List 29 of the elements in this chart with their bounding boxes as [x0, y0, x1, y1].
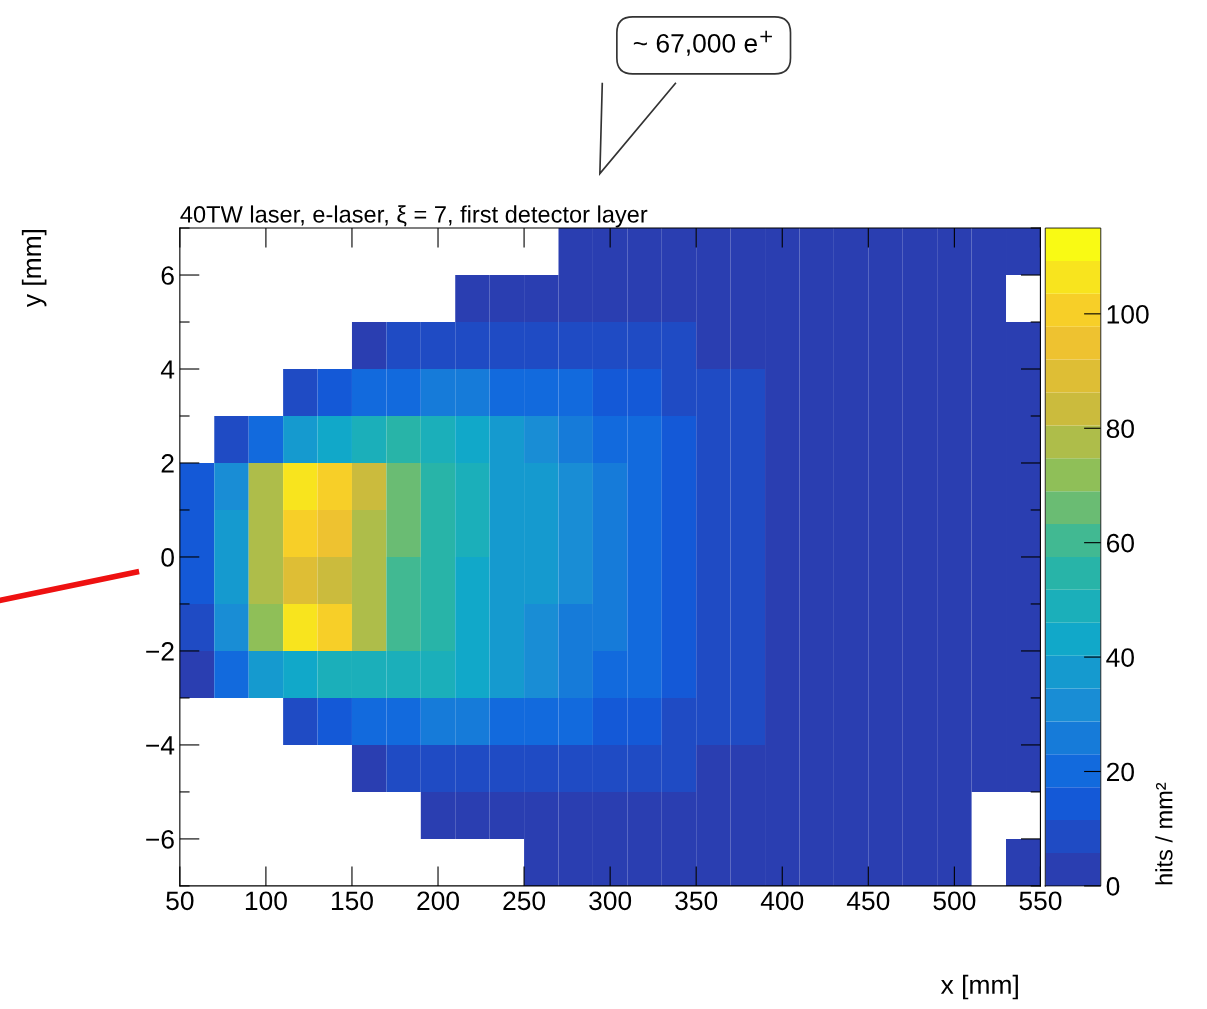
text: ~ 67,000 e$^{+}$ [633, 30, 772, 56]
x-axis-title: x [mm] [940, 974, 1018, 1000]
color-bar-label: 100 [1107, 304, 1149, 324]
x-tick-label: 300 [589, 891, 632, 911]
y-tick-label: −6 [146, 830, 174, 849]
color-bar-label: 20 [1106, 762, 1134, 782]
y-tick-label: 4 [160, 360, 175, 379]
x-tick-label: 200 [417, 891, 459, 911]
color-bar-label: 40 [1106, 648, 1134, 667]
color-bar-label: 0 [1106, 877, 1120, 896]
color-bar-title: hits / mm² [1155, 782, 1173, 885]
y-tick-label: 2 [161, 454, 174, 473]
y-tick-label: 6 [161, 266, 174, 285]
y-tick-label: −2 [146, 642, 174, 661]
x-tick-label: 550 [1019, 891, 1062, 911]
y-tick-label: 0 [161, 548, 174, 567]
color-bar-label: 60 [1106, 533, 1134, 553]
x-tick-label: 150 [331, 891, 373, 911]
x-tick-label: 250 [503, 891, 546, 911]
x-tick-label: 400 [760, 891, 804, 911]
color-bar-label: 80 [1106, 419, 1134, 439]
x-tick-label: 50 [166, 891, 194, 911]
x-tick-label: 100 [245, 891, 287, 911]
x-tick-label: 500 [933, 891, 976, 911]
y-tick-label: −4 [146, 736, 175, 755]
x-tick-label: 450 [846, 891, 890, 911]
x-tick-label: 350 [675, 891, 718, 911]
y-axis-title: y [mm] [21, 229, 47, 308]
chart-title: 40TW laser, e-laser, ξ = 7, first detector layer [180, 205, 648, 228]
